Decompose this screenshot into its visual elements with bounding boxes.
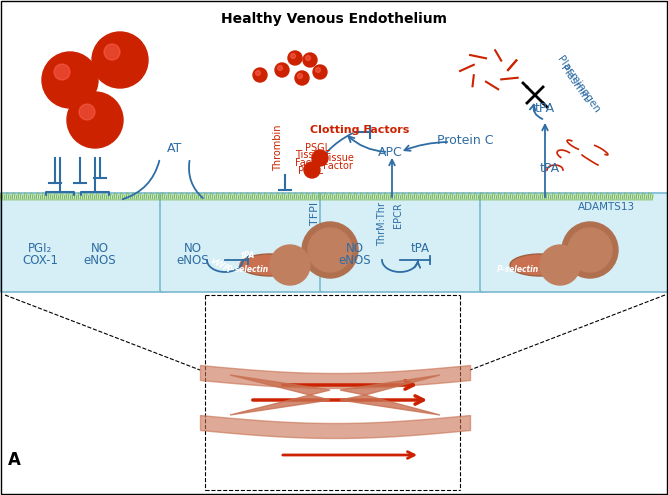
Text: COX-1: COX-1 [22, 253, 58, 266]
Text: NO: NO [184, 242, 202, 254]
Circle shape [67, 92, 123, 148]
Text: Thrombin: Thrombin [273, 125, 283, 171]
Circle shape [540, 245, 580, 285]
Text: eNOS: eNOS [177, 253, 209, 266]
Text: NO: NO [346, 242, 364, 254]
Circle shape [275, 63, 289, 77]
Text: ADAMTS13: ADAMTS13 [578, 202, 635, 212]
Text: tPA: tPA [540, 161, 560, 175]
FancyBboxPatch shape [0, 193, 164, 292]
Text: NO: NO [91, 242, 109, 254]
Text: EPCR: EPCR [393, 202, 403, 228]
Circle shape [562, 222, 618, 278]
Circle shape [79, 104, 95, 120]
Circle shape [304, 162, 320, 178]
Text: TFPI: TFPI [310, 202, 320, 225]
Text: Tissue: Tissue [323, 153, 354, 163]
Circle shape [255, 70, 261, 76]
Text: APC: APC [377, 146, 402, 158]
Circle shape [104, 44, 120, 60]
Text: Clotting Factors: Clotting Factors [310, 125, 409, 135]
FancyBboxPatch shape [480, 193, 668, 292]
Text: Plasmin: Plasmin [558, 63, 590, 102]
Text: tPA: tPA [535, 101, 555, 114]
Polygon shape [340, 395, 440, 415]
Text: Healthy Venous Endothelium: Healthy Venous Endothelium [221, 12, 447, 26]
Text: eNOS: eNOS [84, 253, 116, 266]
Circle shape [295, 71, 309, 85]
Text: Plasminøgen: Plasminøgen [554, 55, 601, 115]
Circle shape [42, 52, 98, 108]
Circle shape [92, 32, 148, 88]
Text: PSGL: PSGL [298, 166, 323, 176]
Circle shape [568, 228, 612, 272]
Ellipse shape [510, 254, 570, 276]
Circle shape [270, 245, 310, 285]
Circle shape [303, 53, 317, 67]
Text: Factor: Factor [295, 158, 325, 168]
Circle shape [312, 150, 328, 166]
Text: tPA: tPA [411, 242, 430, 254]
Circle shape [297, 73, 303, 79]
Text: P-selectin: P-selectin [497, 265, 539, 275]
FancyBboxPatch shape [160, 193, 324, 292]
Text: tPA: tPA [240, 250, 255, 259]
Text: eNOS: eNOS [339, 253, 371, 266]
Circle shape [288, 51, 302, 65]
Text: PGI₂: PGI₂ [28, 242, 52, 254]
Circle shape [313, 65, 327, 79]
Text: P-selectin: P-selectin [227, 265, 269, 275]
Text: Factor: Factor [323, 161, 353, 171]
Text: Tissue: Tissue [295, 150, 326, 160]
Circle shape [315, 67, 321, 72]
Polygon shape [340, 375, 440, 395]
Polygon shape [230, 375, 330, 395]
Circle shape [308, 228, 352, 272]
Text: PSGL: PSGL [305, 143, 330, 153]
Circle shape [305, 55, 311, 60]
Circle shape [54, 64, 70, 80]
Text: vWF: vWF [209, 256, 231, 274]
Text: AT: AT [168, 142, 182, 154]
FancyBboxPatch shape [320, 193, 484, 292]
Circle shape [291, 53, 295, 58]
Circle shape [277, 65, 283, 70]
Text: A: A [8, 451, 21, 469]
Text: ThrM:Thr: ThrM:Thr [377, 202, 387, 246]
Circle shape [253, 68, 267, 82]
Polygon shape [230, 395, 330, 415]
Text: Protein C: Protein C [437, 134, 493, 147]
Ellipse shape [240, 254, 300, 276]
Circle shape [302, 222, 358, 278]
